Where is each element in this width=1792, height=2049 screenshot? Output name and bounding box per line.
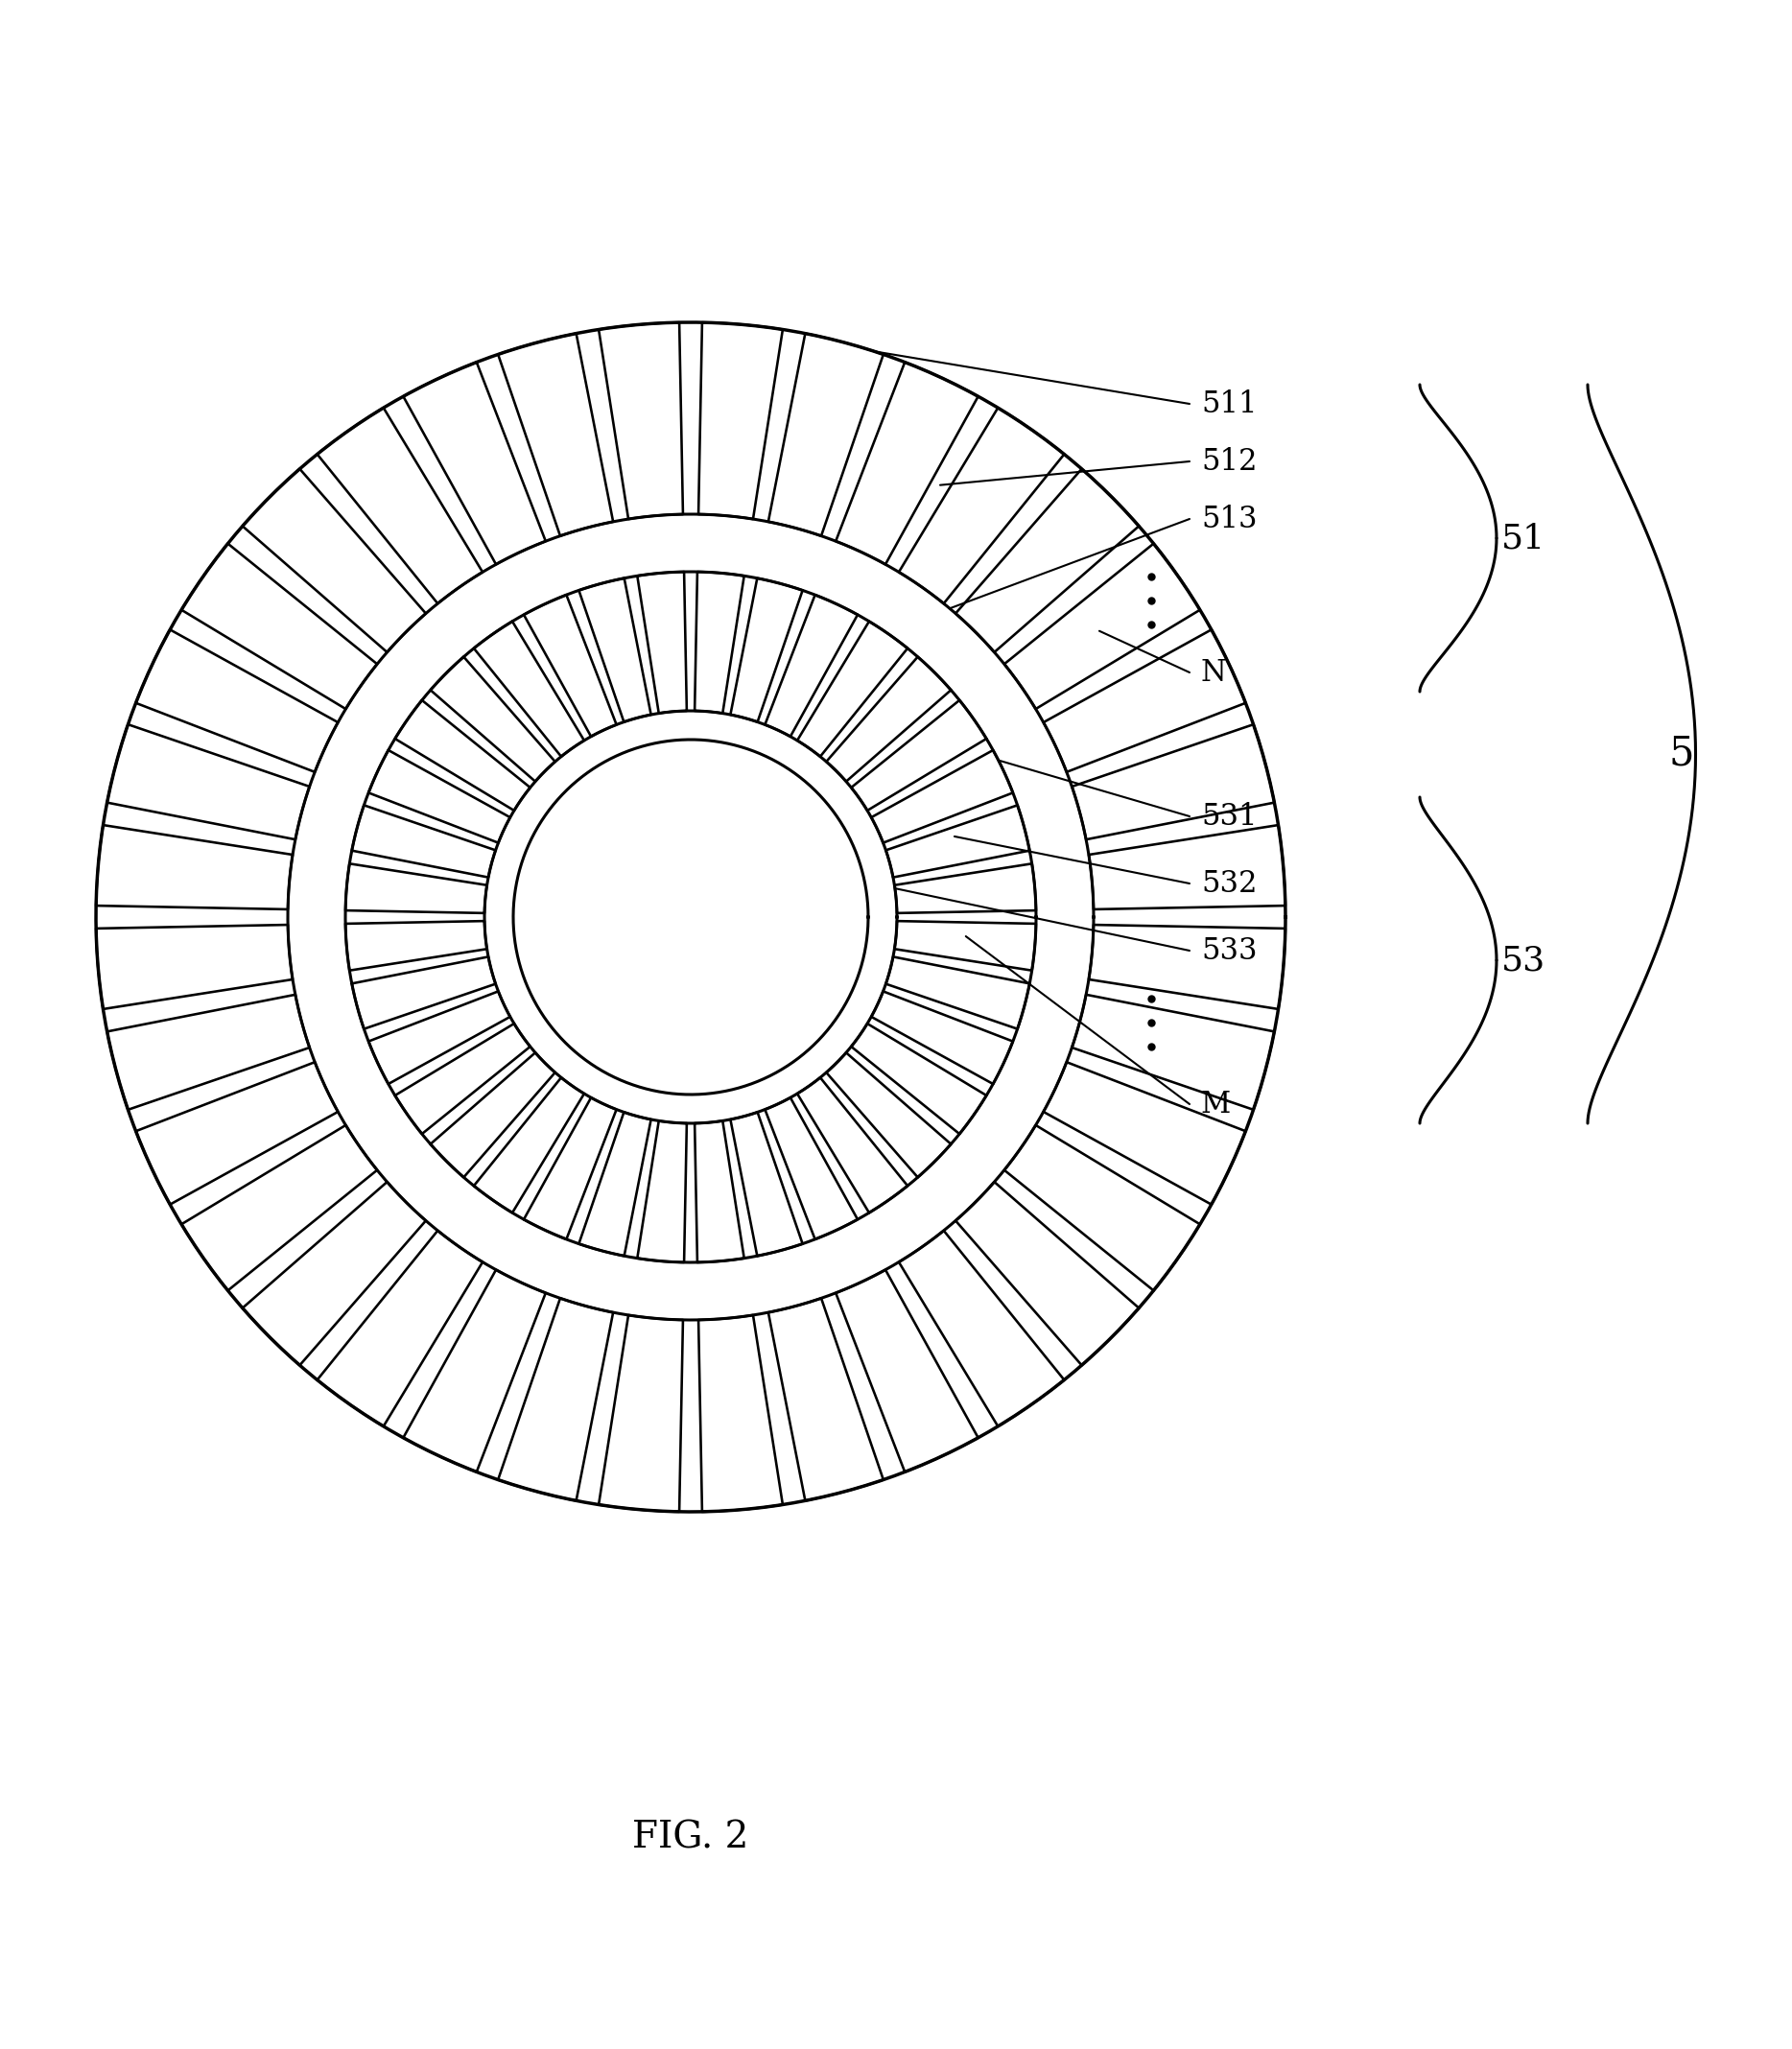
Text: N: N <box>1201 658 1228 686</box>
Text: 533: 533 <box>1201 936 1258 965</box>
Text: FIG. 2: FIG. 2 <box>633 1820 749 1856</box>
Text: 5: 5 <box>1668 734 1695 775</box>
Text: 513: 513 <box>1201 504 1258 535</box>
Text: 51: 51 <box>1502 522 1545 555</box>
Text: 53: 53 <box>1502 945 1546 977</box>
Text: 532: 532 <box>1201 869 1258 897</box>
Text: M: M <box>1201 1090 1231 1119</box>
Text: 512: 512 <box>1201 447 1258 475</box>
Text: 511: 511 <box>1201 389 1258 418</box>
Text: 531: 531 <box>1201 801 1258 832</box>
